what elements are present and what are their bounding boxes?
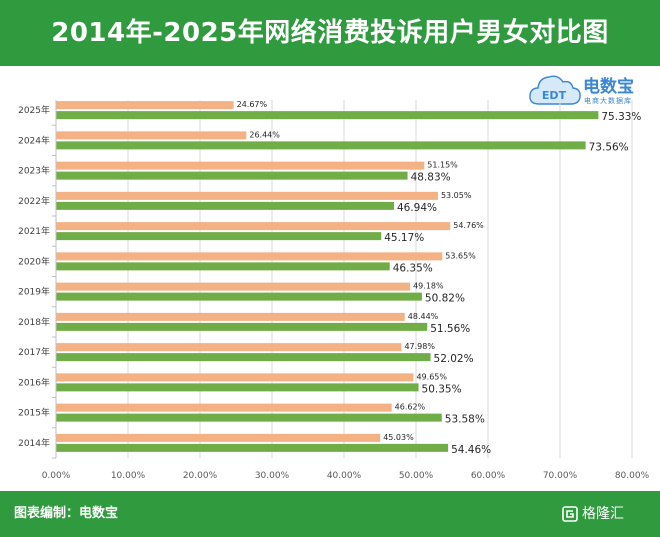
- bar-series-1: [56, 343, 402, 352]
- category-axis: 2025年 2024年 2023年 2022年 2021年 2020年 2019年 2018年…: [18, 104, 50, 449]
- x-tick-label: 80.00%: [615, 471, 650, 481]
- category-label: 2017年: [18, 346, 50, 358]
- data-label-series-1: 26.44%: [249, 130, 280, 139]
- bar-series-2: [56, 353, 431, 362]
- category-label: 2022年: [18, 195, 50, 207]
- data-label-series-1: 45.03%: [383, 433, 414, 442]
- category-label: 2021年: [18, 225, 50, 237]
- bar-series-2: [56, 171, 408, 180]
- data-label-series-1: 49.18%: [413, 282, 444, 291]
- bar-series-1: [56, 312, 405, 321]
- x-tick-label: 10.00%: [111, 471, 146, 481]
- bar-series-1: [56, 161, 425, 170]
- bar-series-1: [56, 433, 381, 442]
- data-label-series-1: 53.05%: [441, 191, 472, 200]
- category-label: 2020年: [18, 255, 50, 267]
- title-bar: 2014年-2025年网络消费投诉用户男女对比图: [0, 0, 660, 66]
- bar-chart: 24.67% 75.33% 26.44% 73.56% 51.15% 48.83% 53.0…: [18, 100, 650, 481]
- data-label-series-2: 75.33%: [601, 111, 641, 123]
- data-label-series-2: 46.94%: [397, 202, 437, 214]
- data-label-series-2: 54.46%: [451, 444, 491, 456]
- bar-series-2: [56, 232, 382, 241]
- x-tick-label: 0.00%: [42, 471, 71, 481]
- bar-series-2: [56, 322, 428, 331]
- grid-lines: [55, 100, 633, 458]
- data-label-series-1: 49.65%: [416, 372, 447, 381]
- brand-g-icon: [562, 506, 578, 522]
- data-label-series-2: 52.02%: [434, 353, 474, 365]
- data-label-series-1: 24.67%: [237, 100, 268, 109]
- category-label: 2018年: [18, 316, 50, 328]
- brand-logo: EDT 电数宝 电商大数据库: [527, 68, 657, 110]
- data-label-series-2: 45.17%: [384, 232, 424, 244]
- data-label-series-1: 51.15%: [427, 161, 458, 170]
- x-tick-label: 20.00%: [183, 471, 218, 481]
- bar-series-2: [56, 262, 390, 271]
- cloud-logo-icon: EDT: [529, 75, 581, 105]
- x-tick-label: 30.00%: [255, 471, 290, 481]
- data-label-series-1: 47.98%: [404, 342, 435, 351]
- bar-series-2: [56, 141, 586, 150]
- x-tick-label: 40.00%: [327, 471, 362, 481]
- x-tick-label: 60.00%: [471, 471, 506, 481]
- bar-series-2: [56, 413, 442, 422]
- bar-series-1: [56, 191, 438, 200]
- category-label: 2025年: [18, 104, 50, 116]
- x-tick-label: 50.00%: [399, 471, 434, 481]
- category-label: 2024年: [18, 134, 50, 146]
- bar-series-1: [56, 252, 443, 261]
- category-label: 2019年: [18, 286, 50, 298]
- bar-series-2: [56, 292, 422, 301]
- data-label-series-2: 73.56%: [589, 141, 629, 153]
- bar-series-2: [56, 201, 394, 210]
- category-label: 2023年: [18, 165, 50, 177]
- bars: [56, 101, 599, 452]
- logo-sub-text: 电商大数据库: [584, 97, 632, 105]
- footer-bar: 图表编制：电数宝 格隆汇: [0, 491, 660, 537]
- bar-series-1: [56, 131, 247, 140]
- bar-series-1: [56, 222, 451, 231]
- data-label-series-2: 50.35%: [422, 383, 462, 395]
- footer-credit: 图表编制：电数宝: [14, 506, 119, 521]
- data-label-series-2: 48.83%: [411, 172, 451, 184]
- bar-series-1: [56, 373, 414, 382]
- bar-series-2: [56, 443, 449, 452]
- logo-main-text: 电数宝: [583, 77, 634, 97]
- chart-title: 2014年-2025年网络消费投诉用户男女对比图: [51, 18, 609, 48]
- data-label-series-1: 48.44%: [408, 312, 439, 321]
- data-label-series-2: 50.82%: [425, 293, 465, 305]
- bar-series-1: [56, 403, 392, 412]
- data-label-series-1: 54.76%: [453, 221, 484, 230]
- category-label: 2015年: [18, 407, 50, 419]
- bar-series-1: [56, 282, 411, 291]
- data-label-series-2: 51.56%: [430, 323, 470, 335]
- bar-series-1: [56, 101, 234, 110]
- data-labels: 24.67% 75.33% 26.44% 73.56% 51.15% 48.83% 53.0…: [237, 100, 642, 456]
- bar-series-2: [56, 383, 419, 392]
- category-label: 2016年: [18, 376, 50, 388]
- data-label-series-2: 53.58%: [445, 414, 485, 426]
- category-label: 2014年: [18, 437, 50, 449]
- cloud-logo-text: EDT: [542, 89, 567, 102]
- x-tick-label: 70.00%: [543, 471, 578, 481]
- footer-brand: 格隆汇: [582, 506, 624, 522]
- data-label-series-1: 46.62%: [395, 403, 426, 412]
- data-label-series-1: 53.65%: [445, 251, 476, 260]
- data-label-series-2: 46.35%: [393, 262, 433, 274]
- value-axis: 0.00% 10.00% 20.00% 30.00% 40.00% 50.00% 60.00…: [42, 100, 650, 481]
- bar-series-2: [56, 111, 599, 120]
